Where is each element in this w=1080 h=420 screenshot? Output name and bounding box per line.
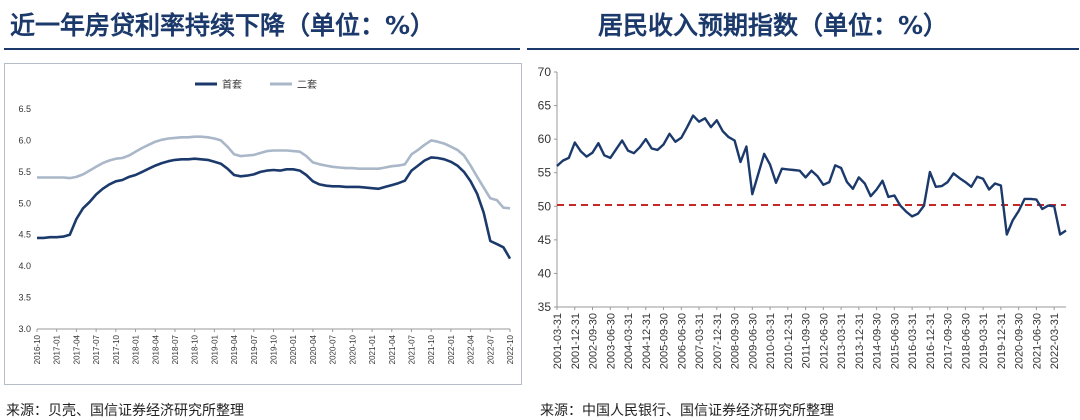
x-tick-label: 2018-04 xyxy=(151,334,160,364)
x-tick-label: 2019-03-31 xyxy=(978,313,990,369)
x-tick-label: 2007-03-31 xyxy=(694,313,706,369)
x-tick-label: 2008-09-30 xyxy=(730,313,742,369)
right-title-rule xyxy=(527,48,1079,50)
x-tick-label: 2017-10 xyxy=(112,334,121,364)
x-tick-label: 2016-12-31 xyxy=(925,313,937,369)
x-tick-label: 2021-01 xyxy=(368,334,377,364)
y-tick-label: 3.0 xyxy=(18,324,31,334)
y-tick-label: 6.5 xyxy=(18,104,31,114)
y-tick-label: 5.0 xyxy=(18,198,31,208)
x-tick-label: 2019-12-31 xyxy=(996,313,1008,369)
mortgage-rate-chart: 3.0 3.5 4.0 4.5 5.0 5.5 6.0 6.5 2016-10 2017-01 20… xyxy=(18,78,515,364)
y-tick-label: 45 xyxy=(538,233,552,247)
x-tick-label: 2001-03-31 xyxy=(552,313,564,369)
x-tick-label: 2022-07 xyxy=(486,334,495,364)
x-tick-label: 2003-06-30 xyxy=(605,313,617,369)
y-tick-label: 50 xyxy=(538,199,552,213)
x-tick-label: 2020-07 xyxy=(329,334,338,364)
income-expectation-line xyxy=(556,114,1067,236)
x-tick-label: 2020-04 xyxy=(309,334,318,364)
x-tick-label: 2021-04 xyxy=(388,334,397,364)
y-tick-label: 55 xyxy=(538,166,552,180)
x-tick-label: 2022-03-31 xyxy=(1049,313,1061,369)
x-tick-label: 2013-12-31 xyxy=(854,313,866,369)
x-tick-label: 2020-10 xyxy=(348,334,357,364)
x-tick-label: 2019-10 xyxy=(270,334,279,364)
x-tick-label: 2019-01 xyxy=(210,334,219,364)
y-tick-label: 60 xyxy=(538,132,552,146)
x-tick-label: 2001-12-31 xyxy=(570,313,582,369)
x-tick-label: 2005-09-30 xyxy=(659,313,671,369)
x-tick-label: 2007-12-31 xyxy=(712,313,724,369)
x-tick-label: 2012-06-30 xyxy=(818,313,830,369)
x-tick-label: 2017-04 xyxy=(72,334,81,364)
left-panel-title: 近一年房贷利率持续下降（单位：%） xyxy=(10,11,436,40)
x-tick-label: 2018-06-30 xyxy=(960,313,972,369)
x-tick-label: 2017-01 xyxy=(53,334,62,364)
x-tick-label: 2019-07 xyxy=(250,334,259,364)
x-tick-label: 2002-09-30 xyxy=(588,313,600,369)
first-home-rate-line xyxy=(37,156,512,260)
x-tick-label: 2004-03-31 xyxy=(623,313,635,369)
x-tick-label: 2021-10 xyxy=(427,334,436,364)
x-tick-label: 2018-01 xyxy=(132,334,141,364)
x-tick-label: 2017-09-30 xyxy=(943,313,955,369)
x-tick-label: 2022-10 xyxy=(506,334,515,364)
second-home-rate-line xyxy=(37,135,511,210)
y-tick-label: 6.0 xyxy=(18,135,31,145)
y-tick-label: 4.0 xyxy=(18,261,31,271)
x-tick-label: 2017-07 xyxy=(92,334,101,364)
x-tick-label: 2018-10 xyxy=(191,334,200,364)
right-panel-title: 居民收入预期指数（单位：%） xyxy=(598,11,949,40)
left-chart-frame xyxy=(4,63,522,385)
y-tick-label: 3.5 xyxy=(18,293,31,303)
y-tick-label: 65 xyxy=(538,99,552,113)
x-tick-label: 2016-10 xyxy=(33,334,42,364)
x-tick-label: 2004-12-31 xyxy=(641,313,653,369)
x-tick-label: 2014-09-30 xyxy=(872,313,884,369)
x-tick-label: 2022-04 xyxy=(467,334,476,364)
x-tick-label: 2020-01 xyxy=(289,334,298,364)
legend-label: 二套 xyxy=(297,78,317,91)
x-tick-label: 2019-04 xyxy=(230,334,239,364)
x-tick-label: 2013-03-31 xyxy=(836,313,848,369)
left-source-note: 来源：贝壳、国信证券经济研究所整理 xyxy=(6,403,244,419)
x-tick-label: 2011-09-30 xyxy=(801,313,813,368)
x-tick-label: 2006-06-30 xyxy=(676,313,688,369)
x-tick-label: 2009-06-30 xyxy=(747,313,759,369)
x-tick-label: 2015-06-30 xyxy=(889,313,901,369)
y-tick-label: 35 xyxy=(538,300,552,314)
x-tick-label: 2020-09-30 xyxy=(1014,313,1026,369)
y-tick-label: 5.5 xyxy=(18,167,31,177)
y-tick-label: 40 xyxy=(538,266,552,280)
x-tick-label: 2021-06-30 xyxy=(1031,313,1043,369)
x-tick-label: 2016-03-31 xyxy=(907,313,919,369)
x-tick-label: 2018-07 xyxy=(171,334,180,364)
x-tick-label: 2022-01 xyxy=(447,334,456,364)
x-tick-label: 2010-12-31 xyxy=(783,313,795,369)
right-source-note: 来源：中国人民银行、国信证券经济研究所整理 xyxy=(540,403,834,419)
y-tick-label: 4.5 xyxy=(18,230,31,240)
y-tick-label: 70 xyxy=(538,65,552,79)
legend-label: 首套 xyxy=(222,78,242,91)
x-tick-label: 2010-03-31 xyxy=(765,313,777,369)
left-title-rule xyxy=(4,48,520,50)
x-tick-label: 2021-07 xyxy=(407,334,416,364)
